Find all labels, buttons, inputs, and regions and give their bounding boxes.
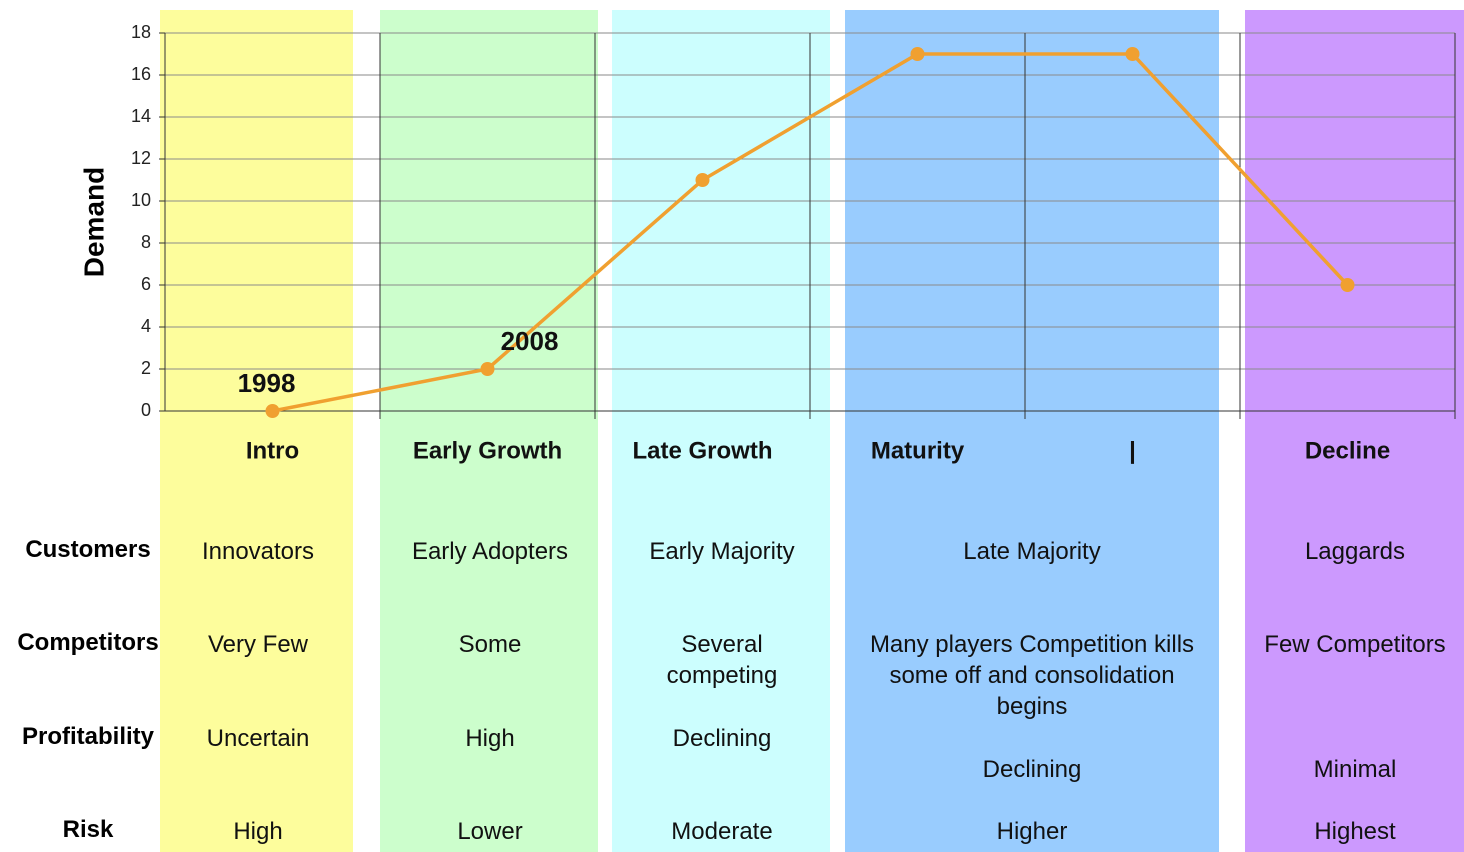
point [265, 404, 280, 418]
band-late-growth [612, 10, 830, 852]
band-intro [160, 10, 353, 852]
table-cell: Declining [672, 725, 772, 752]
table-cell: Declining [982, 756, 1082, 783]
table-cell: Few Competitors [1264, 631, 1446, 658]
table-cell: Late Majority [963, 538, 1101, 565]
table-cell: Some [458, 631, 522, 658]
y-tick-label: 0 [141, 400, 151, 420]
table-cell: Innovators [201, 538, 315, 565]
table-cell: Several competing [666, 631, 778, 689]
band-decline [1245, 10, 1464, 852]
y-tick-label: 2 [141, 358, 151, 378]
y-axis-label: Demand [78, 167, 109, 277]
y-tick-label: 12 [131, 148, 151, 168]
row-label: Competitors [17, 629, 159, 656]
table-cell: Moderate [671, 818, 773, 845]
annotation: 2008 [501, 326, 559, 356]
band-early-growth [380, 10, 598, 852]
table-cell: Uncertain [206, 725, 310, 752]
x-tick-label: Intro [246, 437, 299, 464]
table-cell: Laggards [1304, 538, 1406, 565]
x-tick-label: Maturity [871, 437, 965, 464]
point [1340, 278, 1355, 292]
band-maturity [845, 10, 1219, 852]
table-cell: High [233, 818, 283, 845]
point [480, 362, 495, 376]
line [272, 52, 1349, 413]
table-cell: Many players Competition kills some off … [869, 631, 1195, 720]
row-label: Profitability [21, 723, 154, 750]
x-tick-label: Early Growth [413, 437, 562, 464]
row-label: Customers [25, 536, 151, 563]
x-tick-label: | [1129, 437, 1136, 464]
table-cell: Higher [996, 818, 1068, 845]
point [910, 47, 925, 61]
row-label: Risk [62, 816, 114, 843]
y-tick-label: 8 [141, 232, 151, 252]
y-tick-label: 6 [141, 274, 151, 294]
table-cell: Highest [1314, 818, 1396, 845]
y-tick-label: 18 [131, 22, 151, 42]
point [1125, 47, 1140, 61]
y-tick-label: 14 [131, 106, 151, 126]
y-tick-label: 16 [131, 64, 151, 84]
x-tick-label: Decline [1305, 437, 1390, 464]
y-tick-label: 4 [141, 316, 151, 336]
point [695, 173, 710, 187]
annotation: 1998 [238, 368, 296, 398]
table-cell: Lower [457, 818, 523, 845]
table-cell: Very Few [207, 631, 309, 658]
table-cell: Minimal [1313, 756, 1397, 783]
x-tick-label: Late Growth [632, 437, 772, 464]
y-tick-label: 10 [131, 190, 151, 210]
table-cell: High [465, 725, 515, 752]
table-cell: Early Majority [649, 538, 795, 565]
table-cell: Early Adopters [411, 538, 569, 565]
